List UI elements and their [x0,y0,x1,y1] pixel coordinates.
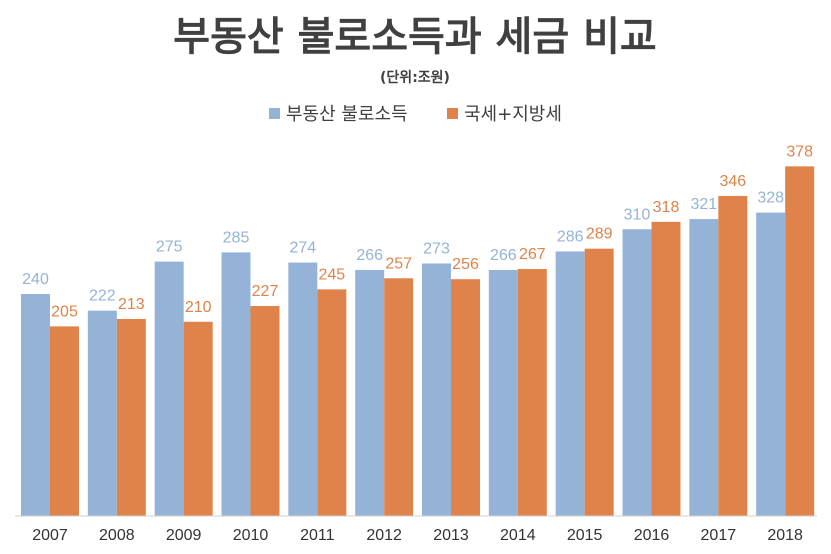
bar-tax-2011 [317,289,347,516]
data-label-tax-2010: 227 [252,283,279,300]
bar-real-estate-2011 [288,262,318,516]
bar-tax-2014 [517,269,547,516]
x-tick-2012: 2012 [366,527,402,544]
data-label-real-estate-2014: 266 [490,247,517,264]
data-label-real-estate-2009: 275 [156,239,183,256]
bar-real-estate-2017 [689,219,719,516]
data-label-tax-2007: 205 [51,303,78,320]
data-label-tax-2013: 256 [452,256,479,273]
x-tick-2008: 2008 [99,527,135,544]
data-label-real-estate-2015: 286 [557,228,584,245]
legend-swatch-real-estate [269,108,280,119]
x-tick-2015: 2015 [567,527,603,544]
bar-tax-2017 [718,195,748,516]
bar-tax-2009 [183,321,213,516]
data-label-real-estate-2007: 240 [22,271,49,288]
bar-real-estate-2016 [622,229,652,516]
bar-tax-2008 [116,318,146,516]
bar-tax-2015 [584,248,614,517]
bar-tax-2012 [384,278,414,516]
bars-layer [21,166,815,517]
bar-tax-2013 [451,279,480,516]
x-tick-2014: 2014 [500,527,536,544]
chart-subtitle: (단위:조원) [380,69,450,86]
x-tick-2013: 2013 [433,527,469,544]
bar-real-estate-2012 [355,269,385,516]
x-tick-2009: 2009 [166,527,202,544]
data-label-tax-2014: 267 [519,246,546,263]
bar-real-estate-2010 [221,252,251,516]
x-tick-2011: 2011 [300,527,335,544]
legend: 부동산 불로소득 국세+지방세 [269,104,562,125]
data-label-real-estate-2018: 328 [757,190,784,207]
x-tick-2018: 2018 [767,527,803,544]
legend-swatch-tax [447,108,458,119]
bar-real-estate-2018 [756,212,786,516]
bar-tax-2018 [785,166,815,516]
bar-tax-2007 [50,326,79,516]
x-axis-ticks: 2007 2008 2009 2010 2011 2012 2013 2014 2015 2016… [32,527,803,544]
data-label-tax-2008: 213 [118,296,145,313]
legend-label-real-estate: 부동산 불로소득 [286,104,408,125]
data-label-tax-2011: 245 [318,266,345,283]
data-label-real-estate-2012: 266 [356,247,383,264]
bar-real-estate-2007 [21,294,50,516]
x-tick-2007: 2007 [32,527,68,544]
bar-tax-2016 [651,221,681,516]
data-label-tax-2018: 378 [786,143,813,160]
bar-real-estate-2014 [488,269,518,516]
chart-title: 부동산 불로소득과 세금 비교 [173,14,656,60]
bar-real-estate-2013 [422,263,451,516]
x-tick-2010: 2010 [233,527,269,544]
data-label-tax-2017: 346 [719,173,746,190]
x-tick-2016: 2016 [634,527,670,544]
x-tick-2017: 2017 [701,527,737,544]
data-label-real-estate-2016: 310 [624,206,651,223]
bar-real-estate-2009 [154,261,184,516]
data-label-tax-2016: 318 [653,199,680,216]
data-label-tax-2012: 257 [385,255,412,272]
data-label-real-estate-2010: 285 [223,229,250,246]
bar-real-estate-2015 [555,251,585,516]
bar-real-estate-2008 [87,310,117,516]
data-label-tax-2009: 210 [185,299,212,316]
data-label-real-estate-2008: 222 [89,288,116,305]
legend-label-tax: 국세+지방세 [464,104,562,125]
data-label-real-estate-2017: 321 [690,196,717,213]
bar-tax-2010 [250,306,280,516]
data-label-real-estate-2011: 274 [289,240,316,257]
data-label-tax-2015: 289 [586,226,613,243]
data-label-real-estate-2013: 273 [423,240,450,257]
